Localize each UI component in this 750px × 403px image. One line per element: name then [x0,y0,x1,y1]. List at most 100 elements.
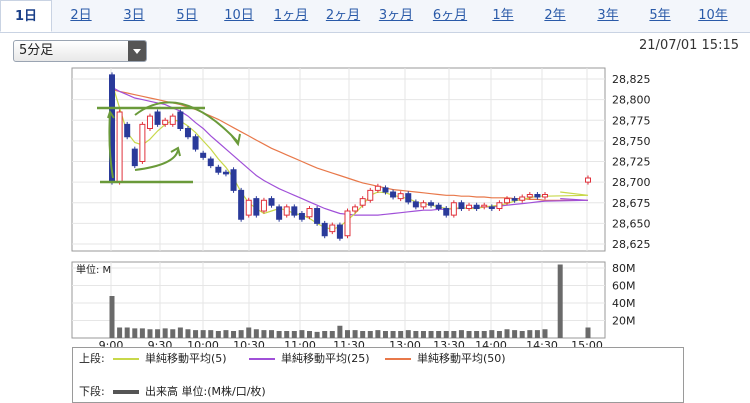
tab-8[interactable]: 3ヶ月 [378,8,414,23]
legend-lower-label: 下段: [79,385,105,398]
volume-bar [200,330,206,338]
volume-bar [504,329,510,338]
candle-body [359,198,366,206]
volume-bar [458,330,464,338]
x-tick-label: 15:00 [571,339,603,347]
volume-bar [261,330,267,338]
timestamp: 21/07/01 15:15 [639,38,739,53]
volume-bar [246,327,252,338]
annotation-arrowhead-left [107,109,115,119]
candle-body [496,202,503,210]
tab-2[interactable]: 2日 [70,8,92,23]
interval-select[interactable]: 5分足 [13,40,147,62]
price-tick-label: 28,725 [612,156,651,169]
volume-bar [322,331,328,338]
candle-body [488,206,495,210]
candle-body [146,115,153,129]
tab-11[interactable]: 2年 [544,8,566,23]
candle-body [374,185,381,191]
volume-bar [344,330,350,338]
volume-bar [185,329,191,338]
candle-body [511,198,518,201]
candle-body [139,123,146,162]
candle-body [428,202,435,206]
tab-14[interactable]: 10年 [698,8,728,23]
candle-body [336,224,343,239]
volume-bar [162,328,168,338]
candle-body [184,128,191,138]
x-tick-label: 14:00 [475,339,507,347]
volume-bar [436,331,442,338]
interval-select-value: 5分足 [19,43,54,58]
legend-sma25: 単純移動平均(25) [249,351,370,367]
volume-bar [284,331,290,338]
tab-9[interactable]: 6ヶ月 [432,8,468,23]
chevron-down-icon [128,41,146,61]
legend-sma25-swatch [249,358,275,360]
tab-6[interactable]: 1ヶ月 [273,8,309,23]
x-tick-label: 13:30 [433,339,465,347]
tab-5[interactable]: 10日 [224,8,254,23]
candle-body [466,204,473,210]
annotation-arrowhead-up [170,146,181,157]
volume-bar [443,331,449,338]
tab-7[interactable]: 2ヶ月 [325,8,361,23]
price-tick-label: 28,750 [612,135,651,148]
candle-body [382,187,389,193]
legend-upper-label: 上段: [79,352,105,365]
legend-sma50-swatch [385,358,411,360]
volume-bar [489,330,495,338]
candle-body [526,194,533,198]
volume-bar [375,330,381,338]
volume-bar [390,331,396,338]
volume-bar [512,330,518,338]
candle-body [222,171,229,175]
candle-body [245,199,252,216]
candle-body [131,148,138,167]
annotation-up-arrow [134,149,179,171]
legend-sma5-label: 単純移動平均(5) [145,352,227,365]
volume-bar [139,328,145,338]
legend-volume: 出来高 単位:(M株/口/枚) [113,384,266,400]
volume-bar [428,331,434,338]
volume-tick-label: 60M [612,280,636,293]
sma50-line [111,89,588,201]
volume-bar [109,296,115,338]
annotation-arrowhead-arc [231,133,241,147]
volume-bar [291,331,297,338]
candle-body [283,206,290,216]
volume-bar [223,330,229,338]
candle-body [390,191,397,198]
volume-bar [269,330,275,338]
candle-body [443,208,450,216]
candle-body [321,222,328,237]
tab-3[interactable]: 3日 [123,8,145,23]
candle-body [260,199,267,212]
tab-4[interactable]: 5日 [176,8,198,23]
candle-body [230,169,237,191]
volume-bar [405,330,411,338]
legend-volume-swatch [113,390,139,394]
legend-sma50-label: 単純移動平均(50) [417,352,506,365]
tab-1[interactable]: 1日 [0,0,52,32]
volume-tick-label: 80M [612,262,636,275]
volume-bar [398,331,404,338]
volume-panel-frame [71,261,606,339]
candle-body [405,193,412,203]
tab-12[interactable]: 3年 [597,8,619,23]
volume-bar [474,331,480,338]
tab-13[interactable]: 5年 [649,8,671,23]
candle-body [367,189,374,201]
candle-body [124,123,131,138]
volume-bar [481,331,487,338]
candle-body [412,201,419,208]
volume-bar [238,330,244,338]
candle-body [519,196,526,201]
tab-10[interactable]: 1年 [492,8,514,23]
period-tab-bar: 1日 2日 3日 5日 10日 1ヶ月 2ヶ月 3ヶ月 6ヶ月 1年 2年 3年 5年 10年 [0,0,750,33]
candle-body [481,204,488,208]
price-tick-label: 28,775 [612,114,651,127]
candle-body [169,115,176,125]
x-tick-label: 13:00 [389,339,421,347]
candle-body [162,119,169,125]
